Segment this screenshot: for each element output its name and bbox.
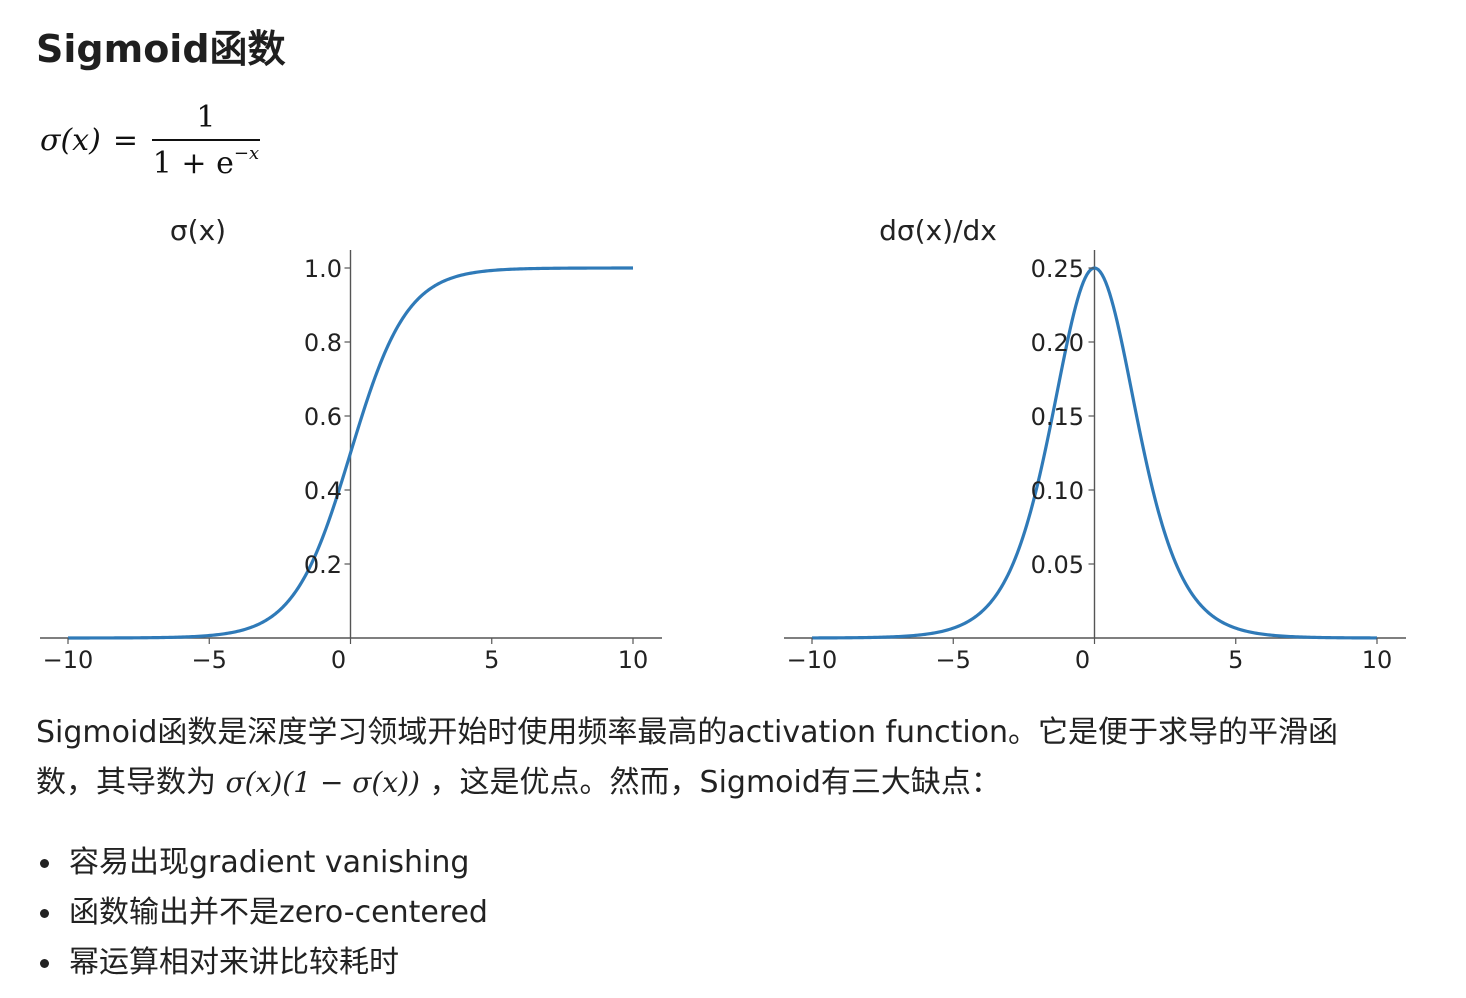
formula-lhs: σ(x) bbox=[40, 122, 101, 158]
x-tick-label: −10 bbox=[787, 646, 838, 674]
y-tick-label: 0.8 bbox=[304, 329, 342, 357]
formula-denominator: 1 + e−x bbox=[153, 141, 259, 181]
description-paragraph: Sigmoid函数是深度学习领域开始时使用频率最高的activation fun… bbox=[36, 708, 1426, 808]
formula-equals: = bbox=[112, 122, 138, 158]
list-item-text: 函数输出并不是zero-centered bbox=[69, 895, 488, 930]
x-tick-label: 5 bbox=[1228, 646, 1243, 674]
paragraph-line-1: Sigmoid函数是深度学习领域开始时使用频率最高的activation fun… bbox=[36, 715, 1339, 750]
y-tick-label: 0.15 bbox=[1031, 403, 1084, 431]
y-tick-label: 0.05 bbox=[1031, 551, 1084, 579]
y-tick-label: 0.20 bbox=[1031, 329, 1084, 357]
formula-denominator-exponent: −x bbox=[233, 142, 260, 164]
list-item: 函数输出并不是zero-centered bbox=[36, 888, 488, 938]
page-title: Sigmoid函数 bbox=[36, 27, 286, 71]
formula-fraction: 1 1 + e−x bbox=[151, 100, 260, 181]
data-series-line bbox=[68, 266, 633, 640]
y-tick-label: 1.0 bbox=[304, 255, 342, 283]
x-tick-label: −5 bbox=[936, 646, 971, 674]
list-item-text: 容易出现gradient vanishing bbox=[69, 845, 470, 880]
x-tick-label: 5 bbox=[484, 646, 499, 674]
formula-numerator: 1 bbox=[151, 100, 260, 141]
y-tick-label: 0.25 bbox=[1031, 255, 1084, 283]
y-tick-label: 0.4 bbox=[304, 477, 342, 505]
list-item: 容易出现gradient vanishing bbox=[36, 838, 488, 888]
chart-title: σ(x) bbox=[170, 214, 226, 247]
x-tick-label: −5 bbox=[192, 646, 227, 674]
list-item-text: 幂运算相对来讲比较耗时 bbox=[69, 945, 399, 980]
x-tick-label: 10 bbox=[1362, 646, 1393, 674]
formula-denominator-base: 1 + e bbox=[152, 145, 234, 181]
sigmoid-formula: σ(x) = 1 1 + e−x bbox=[40, 98, 260, 182]
bullet-icon bbox=[40, 908, 49, 918]
charts-canvas: σ(x) −10 −5 0 5 10 0.2 0.4 0.6 0.8 1.0 dσ(x)/dx −10 −… bbox=[40, 214, 1406, 674]
derivative-formula: σ(x)(1 − σ(x)) bbox=[225, 766, 420, 799]
x-tick-label: 0 bbox=[1075, 646, 1090, 674]
paragraph-line-2-start: 数，其导数为 bbox=[36, 765, 226, 800]
list-item: 幂运算相对来讲比较耗时 bbox=[36, 938, 488, 988]
y-tick-label: 0.6 bbox=[304, 403, 342, 431]
drawbacks-list: 容易出现gradient vanishing 函数输出并不是zero-cente… bbox=[36, 838, 488, 988]
x-tick-label: 10 bbox=[618, 646, 649, 674]
y-tick-label: 0.10 bbox=[1031, 477, 1084, 505]
bullet-icon bbox=[40, 858, 49, 868]
paragraph-line-2-end: ，这是优点。然而，Sigmoid有三大缺点： bbox=[419, 765, 1001, 800]
chart-title: dσ(x)/dx bbox=[879, 214, 997, 247]
bullet-icon bbox=[40, 958, 49, 968]
x-tick-label: −10 bbox=[43, 646, 94, 674]
x-tick-label: 0 bbox=[331, 646, 346, 674]
y-tick-label: 0.2 bbox=[304, 551, 342, 579]
